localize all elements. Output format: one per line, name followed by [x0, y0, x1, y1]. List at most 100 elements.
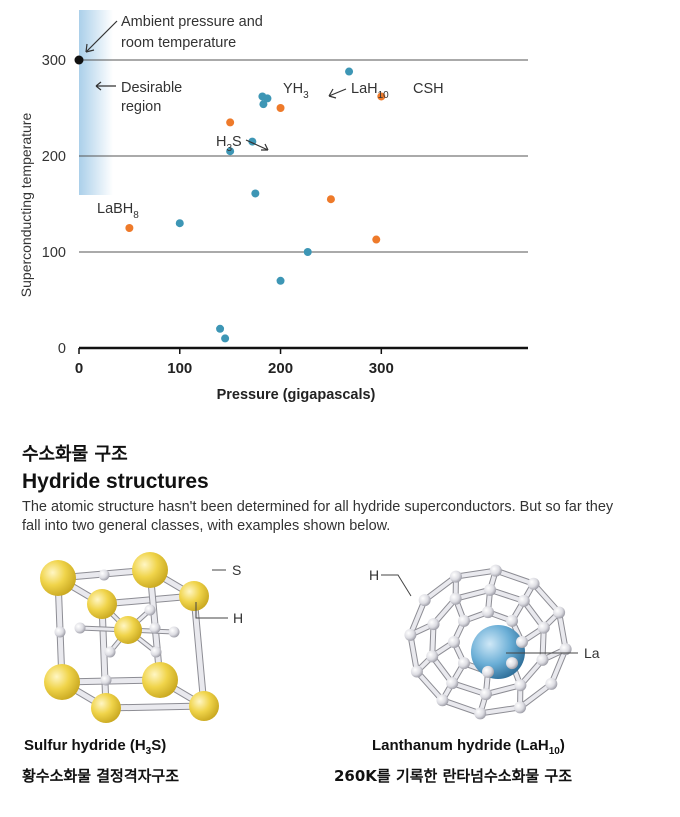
blue-data-point	[226, 147, 235, 156]
orange-data-point	[226, 118, 235, 127]
lah10-arrow	[328, 88, 347, 99]
orange-data-point	[276, 104, 285, 112]
lanthanum-hydride-structure	[404, 564, 572, 720]
bond	[478, 705, 523, 716]
lanthanum-atom	[471, 625, 525, 679]
tick-labels: 0 100 200 300 0 100 200 300	[42, 53, 394, 377]
bond	[557, 610, 568, 652]
blue-data-point	[345, 67, 354, 76]
hydrogen-atom	[448, 636, 460, 648]
data-points	[74, 55, 386, 343]
gridlines	[79, 59, 528, 253]
hydrogen-atom	[436, 694, 449, 707]
labh8-label: LaBH8	[97, 201, 139, 221]
hydrogen-atom	[427, 618, 440, 631]
bond	[408, 632, 419, 674]
hydrogen-atom	[449, 592, 462, 605]
orange-data-point	[326, 195, 335, 204]
lanthanum-hydride-caption-korean: 260K를 기록한 란타넘수소화물 구조	[334, 767, 573, 785]
hydrogen-atom	[484, 583, 497, 596]
hydrogen-atom	[474, 707, 487, 720]
s-label: S	[232, 562, 241, 578]
hydrogen-atom	[545, 677, 558, 690]
sulfur-atom	[87, 589, 117, 619]
bond	[99, 593, 197, 607]
x-tick-label-100: 100	[167, 360, 192, 377]
sulfur-atom	[189, 691, 219, 721]
hydrogen-atom	[404, 628, 417, 641]
lah10-label: LaH10	[351, 81, 389, 101]
hydrogen-atom	[489, 564, 502, 577]
h-label-leader-left	[195, 602, 228, 619]
blue-data-point	[276, 276, 285, 285]
desirable-label-line2: region	[121, 99, 161, 115]
blue-data-point	[216, 324, 225, 333]
blue-data-point	[259, 100, 268, 109]
hydrogen-atom	[517, 594, 530, 607]
hydrogen-atom	[98, 569, 110, 581]
hydrogen-atom	[449, 570, 462, 583]
hydrogen-atom	[457, 614, 470, 627]
hydrogen-atom	[479, 688, 492, 701]
hydrogen-atom	[100, 674, 112, 686]
sulfur-atom	[114, 616, 142, 644]
sulfur-hydride-caption: Sulfur hydride (H3S)	[24, 737, 167, 757]
hydrogen-atom	[536, 653, 549, 666]
sulfur-atom	[142, 662, 178, 698]
hydrogen-atom	[506, 657, 519, 670]
bond	[453, 568, 498, 579]
sulfur-atom	[40, 560, 76, 596]
blue-data-point	[221, 334, 230, 343]
sulfur-hydride-caption-korean: 황수소화물 결정격자구조	[22, 767, 180, 785]
sulfur-atom	[179, 581, 209, 611]
hydrogen-atom	[418, 594, 431, 607]
desirable-arrow	[95, 81, 116, 91]
y-tick-label-100: 100	[42, 245, 66, 261]
orange-data-point	[372, 235, 381, 244]
hydrogen-atom	[482, 606, 494, 619]
sulfur-atom	[44, 664, 80, 700]
sulfur-atom	[91, 693, 121, 723]
blue-data-point	[263, 94, 272, 103]
superconductor-scatter-chart: 0 100 200 300 0 100 200 300 Ambient pressure an…	[18, 10, 528, 403]
hydrogen-atom	[553, 606, 566, 619]
x-tick-label-0: 0	[75, 360, 83, 377]
orange-data-point	[125, 224, 134, 232]
hydrogen-atom	[516, 636, 528, 648]
bond	[440, 698, 483, 716]
hydrogen-atom	[54, 626, 66, 638]
hydrogen-atom	[457, 657, 470, 670]
lanthanum-hydride-caption: Lanthanum hydride (LaH10)	[372, 737, 565, 757]
h-label-leader-right	[381, 574, 412, 597]
ambient-label-line2: room temperature	[121, 35, 236, 51]
hydrogen-atom	[482, 665, 494, 678]
blue-data-point	[303, 248, 312, 256]
hydrogen-atom	[74, 622, 86, 634]
section-title-english: Hydride structures	[22, 470, 209, 493]
hydrogen-atom	[514, 679, 527, 692]
hydrogen-atom	[426, 650, 439, 663]
x-tick-label-300: 300	[369, 360, 394, 377]
hydrogen-atom	[104, 646, 116, 658]
ambient-arrow	[85, 20, 118, 53]
bond	[103, 703, 207, 711]
sulfur-atom	[132, 552, 168, 588]
hydrogen-atom	[410, 665, 423, 678]
h-label-lanthanum: H	[369, 567, 379, 583]
hydrogen-atom	[168, 626, 180, 638]
ambient-label-line1: Ambient pressure and	[121, 14, 263, 30]
blue-data-point	[175, 219, 184, 228]
y-axis-label: Superconducting temperature	[18, 113, 34, 298]
desirable-region-shading	[79, 10, 113, 195]
csh-label: CSH	[413, 81, 444, 97]
hydrogen-atom	[527, 577, 540, 590]
bond	[518, 681, 554, 710]
bond	[408, 598, 427, 637]
bond	[549, 647, 568, 686]
hydrogen-atom	[506, 614, 519, 627]
hydrogen-atom	[559, 643, 572, 656]
hydrogen-atom	[446, 677, 459, 690]
axes	[78, 346, 528, 354]
hydrogen-atom	[144, 604, 156, 616]
sulfur-hydride-structure	[40, 552, 219, 723]
